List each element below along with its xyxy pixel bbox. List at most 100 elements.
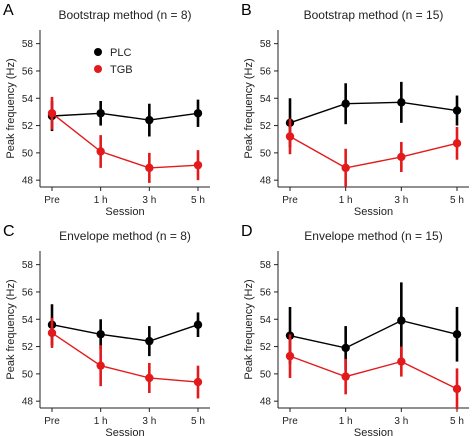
data-point [341,163,350,173]
x-tick-label: 3 h [142,195,156,206]
data-point [96,330,105,339]
y-axis-label: Peak frequency (Hz) [243,58,255,158]
data-point [193,377,203,387]
panel-c: C Envelope method (n = 8) 48 50 52 54 56 58 Pre 1… [3,223,210,436]
y-tick-label: 50 [22,148,34,159]
y-tick-label: 54 [22,94,34,105]
data-point [96,147,105,156]
x-tick-label: 1 h [94,416,108,427]
series-tgb [47,317,203,399]
y-tick-label: 54 [260,94,272,105]
panel-letter: D [241,223,253,240]
data-point [47,109,57,118]
series-line [289,135,458,169]
y-tick-label: 48 [22,176,34,187]
y-tick-label: 58 [260,260,272,271]
panel-letter: B [241,2,252,19]
series-line [289,101,458,124]
panel-title: Bootstrap method (n = 8) [58,8,191,22]
x-tick-label: Pre [44,195,60,206]
panel-letter: C [3,223,15,240]
data-point [145,115,154,125]
series-line [51,112,199,169]
series-line [51,332,199,383]
data-point [193,160,203,170]
y-tick-label: 58 [22,260,34,271]
x-tick-label: 3 h [142,416,156,427]
x-tick-label: 5 h [450,416,464,427]
data-point [341,343,350,353]
panel-title: Envelope method (n = 15) [304,229,442,243]
series-plc [285,282,462,370]
y-tick-label: 48 [260,397,272,408]
panel-letter: A [3,2,14,19]
x-tick-label: 1 h [94,195,108,206]
data-point [285,132,295,141]
series-tgb [285,334,462,410]
legend-label: TGB [110,64,133,76]
x-tick-label: Pre [282,195,298,206]
x-axis-label: Session [354,206,393,218]
series-tgb [47,96,203,183]
data-point [397,357,406,366]
x-tick-label: 3 h [394,195,408,206]
y-tick-label: 50 [260,369,272,380]
data-point [96,361,105,370]
series-plc [47,304,203,357]
series-plc [285,81,462,148]
series-tgb [285,118,462,187]
x-tick-label: 5 h [450,195,464,206]
data-point [285,351,295,361]
series-line [289,319,458,349]
data-point [145,373,154,383]
data-point [341,99,350,108]
data-point [397,316,406,325]
data-point [452,139,462,148]
y-tick-label: 56 [22,287,34,298]
x-tick-label: 1 h [339,416,353,427]
y-tick-label: 52 [260,121,272,132]
panel-title: Envelope method (n = 8) [59,229,191,243]
x-tick-label: 5 h [191,195,205,206]
data-point [145,163,154,173]
y-axis-label: Peak frequency (Hz) [243,279,255,379]
series-line [51,324,199,342]
x-axis-label: Session [105,427,144,436]
y-tick-label: 52 [22,121,34,132]
legend-marker [94,65,102,73]
y-axis-label: Peak frequency (Hz) [5,279,17,379]
x-axis-label: Session [105,206,144,218]
y-tick-label: 56 [22,66,34,77]
y-tick-label: 56 [260,287,272,298]
data-point [193,109,203,118]
x-axis-label: Session [354,427,393,436]
series-line [51,112,199,121]
data-point [145,336,154,346]
y-tick-label: 58 [22,39,34,50]
data-point [452,384,462,394]
data-point [397,98,406,107]
y-tick-label: 52 [260,342,272,353]
panel-b: B Bootstrap method (n = 15) 48 50 52 54 56 58 Pr… [241,2,469,218]
y-tick-label: 52 [22,342,34,353]
y-tick-label: 58 [260,39,272,50]
x-tick-label: 1 h [339,195,353,206]
data-point [397,152,406,162]
x-tick-label: 3 h [394,416,408,427]
y-tick-label: 50 [260,148,272,159]
x-tick-label: Pre [44,416,60,427]
y-tick-label: 54 [260,315,272,326]
y-tick-label: 48 [260,176,272,187]
series-line [289,355,458,390]
y-tick-label: 54 [22,315,34,326]
panel-title: Bootstrap method (n = 15) [304,8,444,22]
data-point [341,372,350,381]
y-tick-label: 50 [22,369,34,380]
data-point [96,109,105,118]
series-plc [47,99,203,137]
legend-marker [94,48,102,56]
y-tick-label: 48 [22,397,34,408]
panel-a: A Bootstrap method (n = 8) 48 50 52 54 56 58 Pre… [3,2,210,218]
legend: PLC TGB [94,47,133,76]
